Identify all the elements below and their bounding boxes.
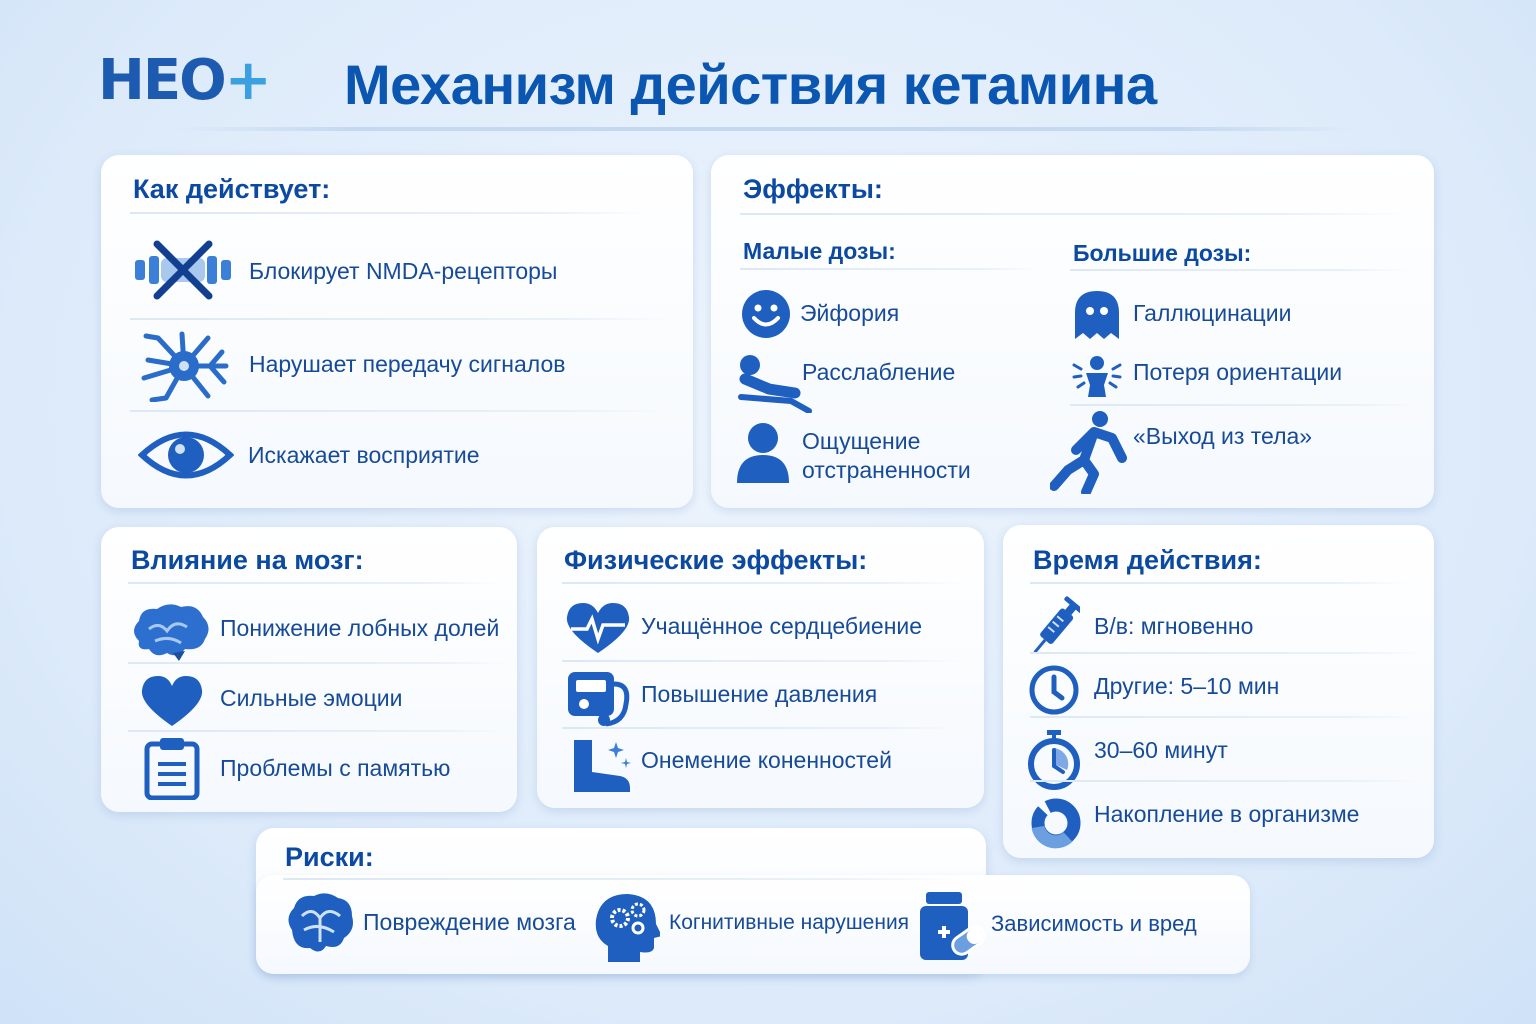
time-item: Другие: 5–10 мин [1094, 673, 1280, 699]
divider [562, 660, 962, 662]
divider [562, 727, 962, 729]
how-item: Искажает восприятие [248, 442, 480, 468]
divider [1030, 652, 1420, 654]
how-heading: Как действует: [133, 174, 331, 204]
heart-icon [140, 676, 204, 728]
clock-icon [1028, 664, 1080, 716]
dizzy-person-icon [1072, 355, 1122, 399]
risk-item: Повреждение мозга [363, 909, 576, 935]
neuron-icon [138, 330, 230, 402]
syringe-icon [1032, 594, 1080, 660]
divider [740, 268, 1040, 270]
high-dose-item: Галлюцинации [1133, 300, 1292, 326]
blocked-receptor-icon [133, 240, 233, 300]
divider [1070, 404, 1420, 406]
cycle-icon [1030, 797, 1082, 849]
low-dose-heading: Малые дозы: [743, 238, 896, 264]
divider [130, 410, 670, 412]
risk-item: Зависимость и вред [991, 911, 1197, 936]
floating-person-icon [1050, 410, 1130, 494]
physical-item: Повышение давления [641, 681, 878, 707]
divider [130, 212, 650, 214]
person-icon [735, 421, 791, 483]
risk-item: Когнитивные нарушения [669, 911, 910, 934]
divider [1030, 716, 1420, 718]
low-dose-item: Эйфория [800, 300, 900, 326]
smiley-icon [741, 289, 791, 339]
divider [1030, 582, 1410, 584]
clipboard-icon [144, 736, 200, 800]
risks-card-extension [256, 875, 1250, 974]
high-dose-item: «Выход из тела» [1133, 423, 1313, 449]
risks-heading: Риски: [285, 842, 374, 872]
time-heading: Время действия: [1033, 545, 1262, 575]
brain-icon [284, 892, 354, 958]
time-item: Накопление в организме [1094, 801, 1360, 827]
brain-item: Проблемы с памятью [220, 755, 451, 781]
divider [130, 318, 670, 320]
physical-heading: Физические эффекты: [564, 545, 868, 575]
physical-item: Учащённое сердцебиение [641, 613, 923, 639]
time-item: 30–60 минут [1094, 737, 1228, 763]
brain-item: Сильные эмоции [220, 685, 403, 711]
logo: НЕО+ [98, 48, 272, 113]
divider [128, 582, 498, 584]
how-item: Блокирует NMDA-рецепторы [249, 258, 558, 284]
page-title: Механизм действия кетамина [344, 53, 1157, 116]
divider [740, 213, 1410, 215]
brain-heading: Влияние на мозг: [131, 545, 364, 575]
effects-heading: Эффекты: [743, 174, 883, 204]
physical-item: Онемение коненностей [641, 747, 892, 773]
title-divider [170, 127, 1360, 131]
brain-item: Понижение лобных долей [220, 615, 500, 641]
low-dose-item: Расслабление [802, 359, 956, 385]
divider [283, 878, 963, 880]
divider [1030, 780, 1420, 782]
reclining-person-icon [735, 353, 815, 413]
head-gears-icon [594, 892, 660, 964]
low-dose-item: Ощущение отстраненности [802, 428, 971, 483]
time-item: В/в: мгновенно [1094, 613, 1254, 639]
heartbeat-icon [565, 603, 631, 655]
physical-card [537, 527, 984, 808]
boot-icon [570, 738, 636, 794]
eye-icon [138, 426, 234, 484]
brain-icon [129, 601, 211, 661]
divider [128, 730, 508, 732]
blood-pressure-icon [566, 670, 632, 728]
ghost-icon [1071, 289, 1123, 341]
high-dose-heading: Большие дозы: [1073, 240, 1252, 266]
pill-bottle-icon [918, 890, 988, 962]
how-item: Нарушает передачу сигналов [249, 351, 566, 377]
divider [128, 662, 508, 664]
divider [1070, 269, 1410, 271]
stopwatch-icon [1025, 728, 1083, 790]
divider [562, 582, 962, 584]
high-dose-item: Потеря ориентации [1133, 359, 1343, 385]
